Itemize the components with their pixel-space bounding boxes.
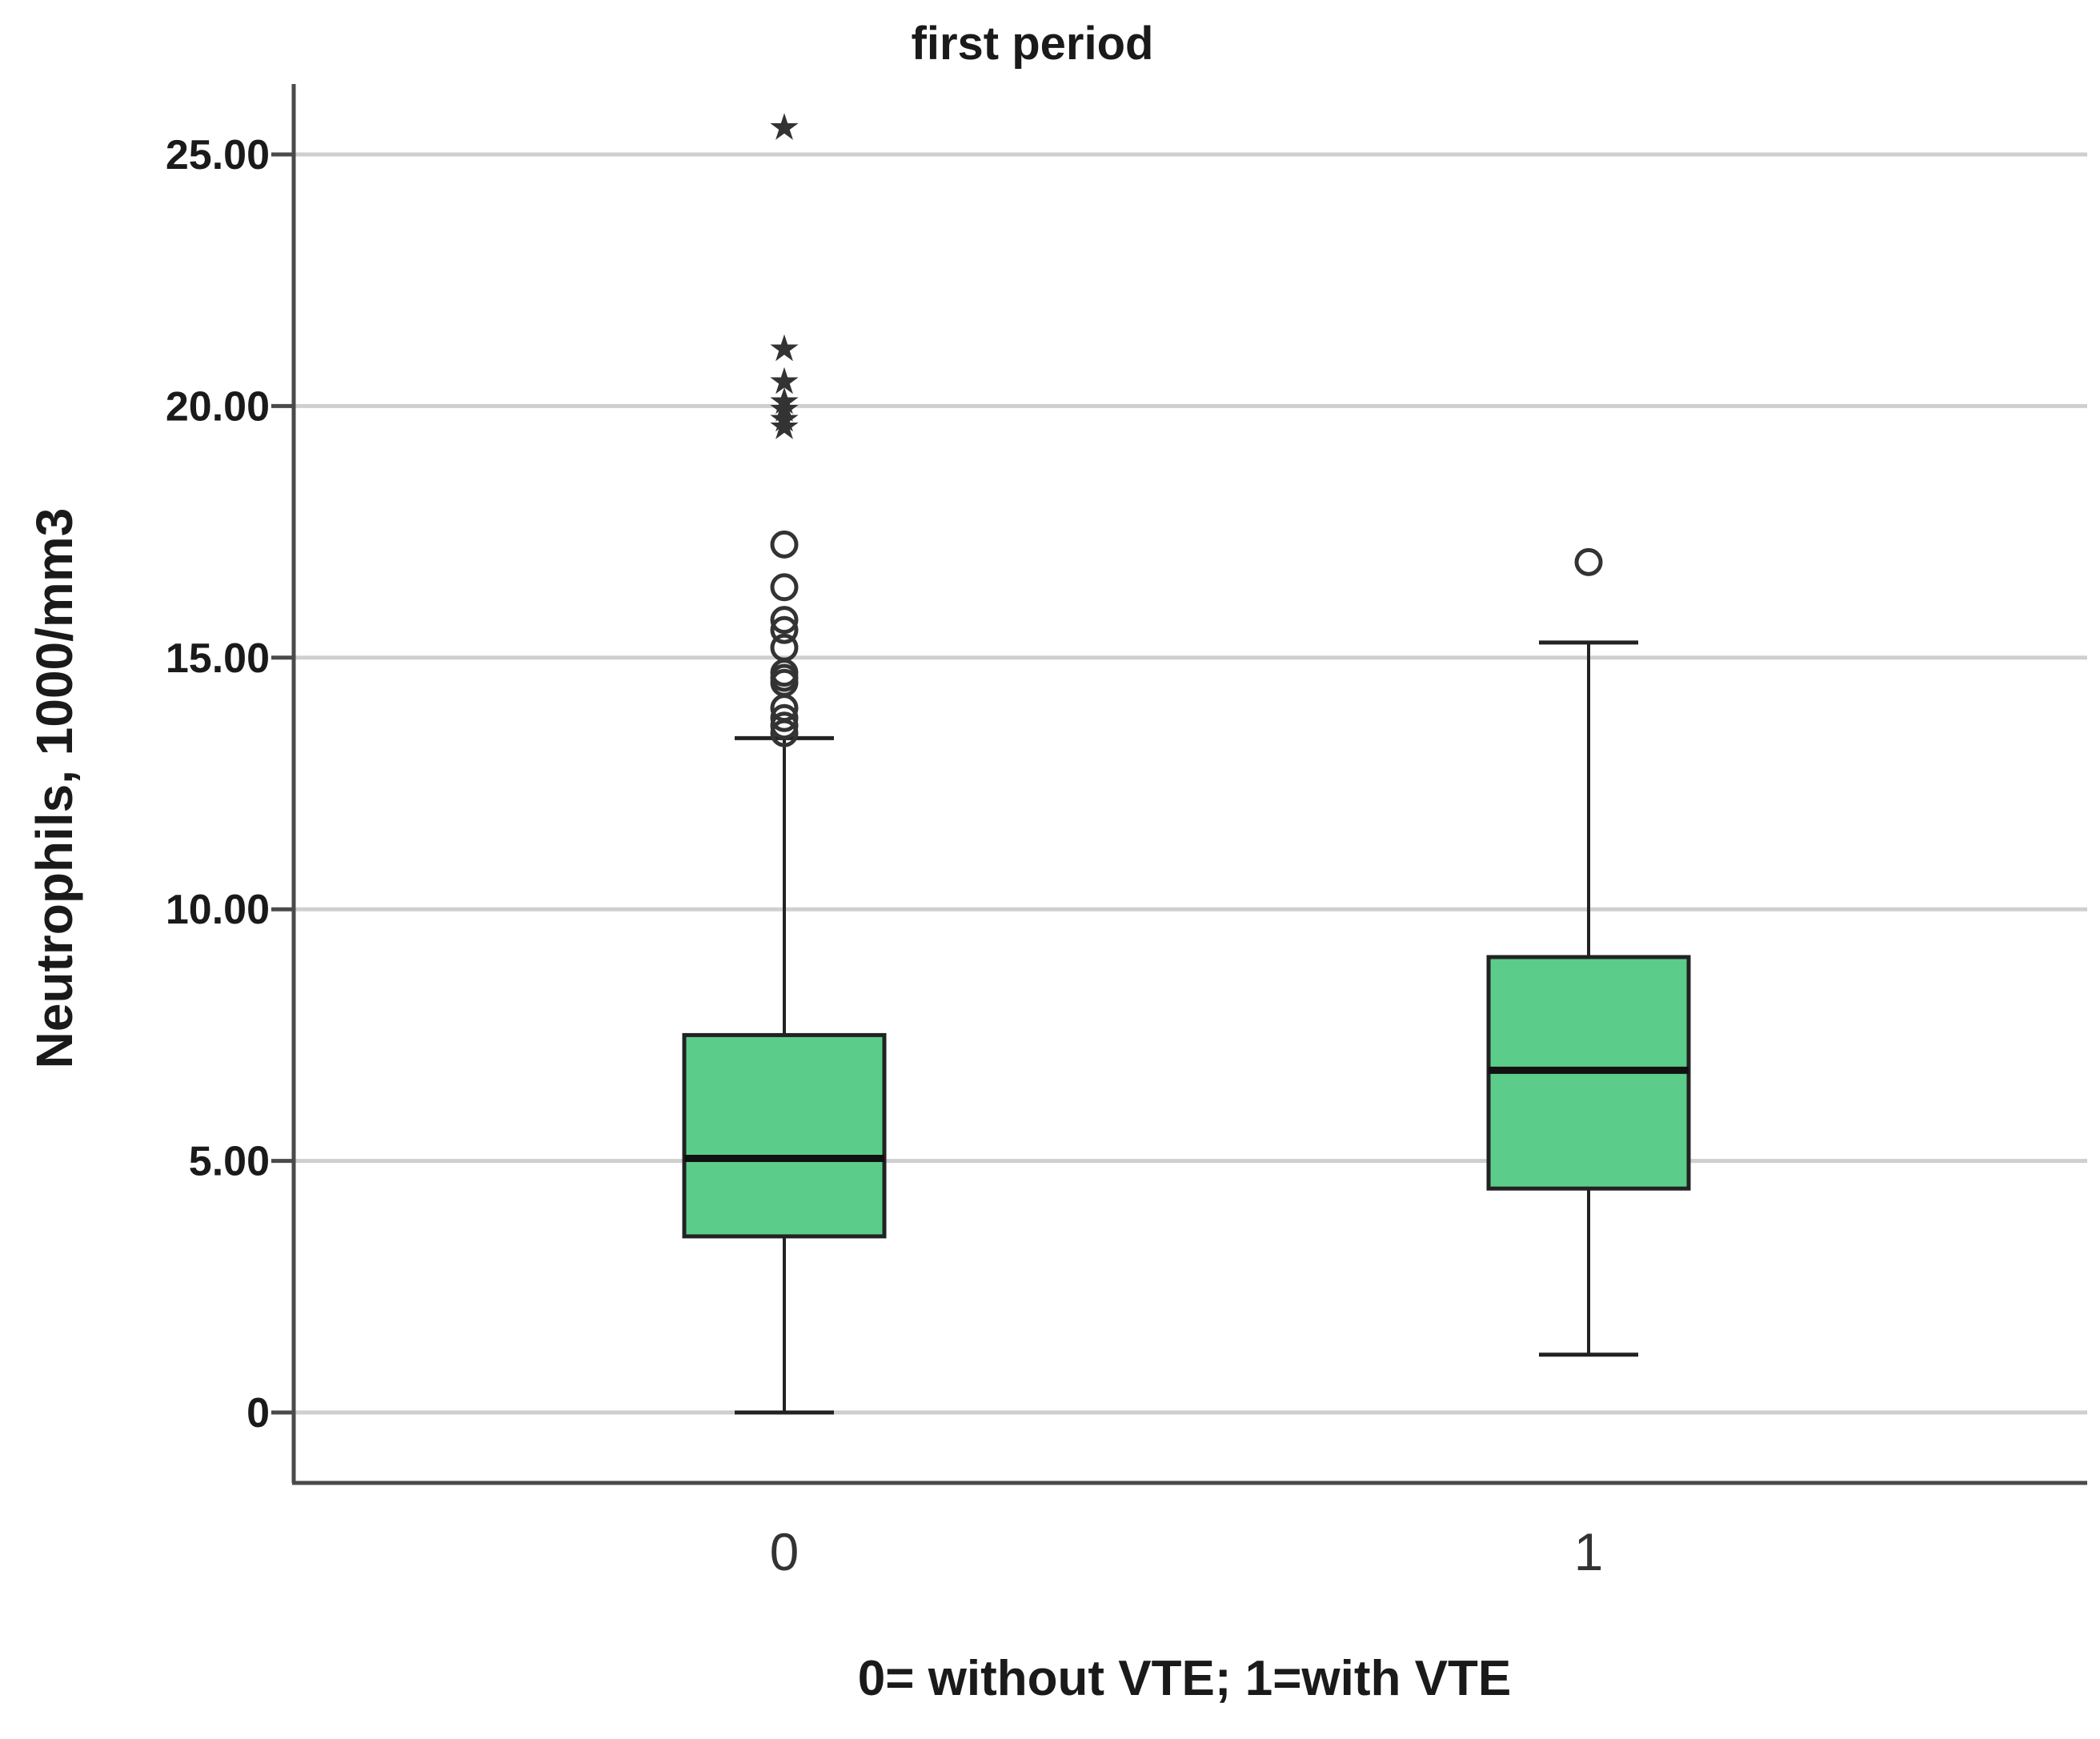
box-series: ★★★★★★★: [682, 106, 1691, 1415]
outlier-circle: [1574, 547, 1603, 576]
y-tick-label: 25.00: [166, 132, 270, 178]
y-tick-label: 15.00: [166, 635, 270, 682]
outlier-circle: [770, 606, 799, 635]
x-tick-label: 0: [770, 1522, 800, 1581]
y-tick-label: 20.00: [166, 383, 270, 430]
outlier-star: ★: [767, 398, 800, 439]
outlier-star: ★: [767, 106, 800, 147]
x-tick-label: 1: [1574, 1522, 1604, 1581]
outlier-circle: [770, 573, 799, 602]
y-tick-label: 10.00: [166, 887, 270, 933]
y-axis-label: Neutrophils, 1000/mm3: [26, 508, 83, 1069]
box-group-0: ★★★★★★★: [682, 106, 887, 1415]
x-axis-label: 0= without VTE; 1=with VTE: [858, 1651, 1511, 1706]
outlier-circle: [770, 615, 799, 644]
grid-lines: [294, 152, 2087, 1415]
outlier-star: ★: [767, 406, 800, 447]
chart-title: first period: [912, 18, 1154, 70]
outlier-star: ★: [767, 360, 800, 402]
outlier-circle: [770, 711, 799, 740]
y-tick-label: 5.00: [189, 1139, 270, 1185]
y-tick-label: 0: [246, 1390, 270, 1436]
box-group-1: [1486, 547, 1691, 1357]
y-tick-labels: 0 5.00 10.00 15.00 20.00 25.00: [166, 132, 294, 1436]
outlier-circle: [770, 703, 799, 732]
iqr-box: [682, 1032, 887, 1239]
outlier-circle: [770, 633, 799, 662]
outlier-star: ★: [767, 327, 800, 369]
outlier-star: ★: [767, 388, 800, 430]
outlier-circle: [770, 530, 799, 559]
outlier-star: ★: [767, 380, 800, 422]
